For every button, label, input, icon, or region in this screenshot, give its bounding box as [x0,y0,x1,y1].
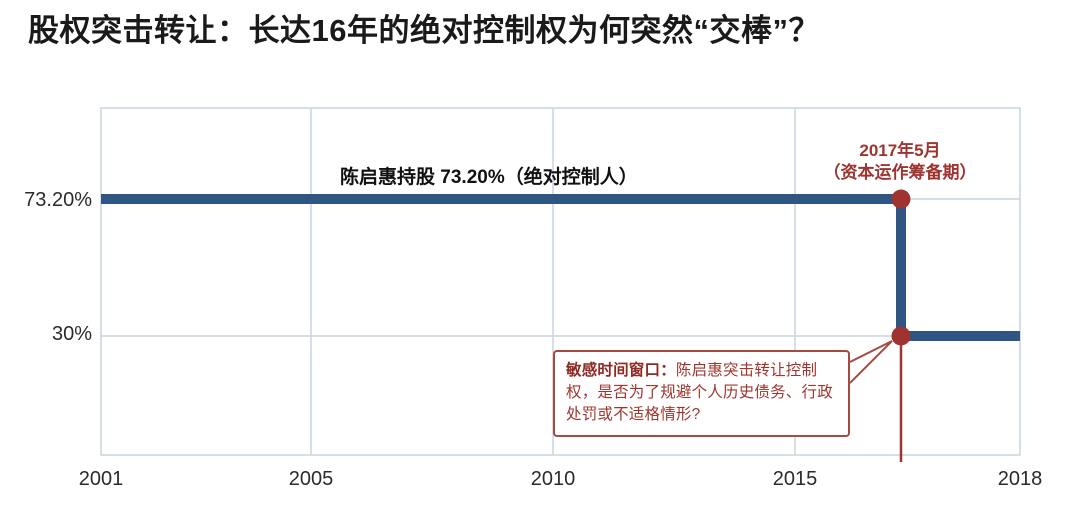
marker-before-transfer [891,189,911,209]
ownership-step-line [101,194,1020,341]
callout-body-text: 陈启惠突击转让控制权，是否为了规避个人历史债务、行政处罚或不适格情形? [566,362,833,423]
event-annotation-line1: 2017年5月 [859,141,941,160]
callout-lead-text: 敏感时间窗口： [566,362,676,379]
page-title: 股权突击转让：长达16年的绝对控制权为何突然“交棒”？ [28,13,820,48]
callout-leader-line [849,340,893,384]
x-axis-tick-2018: 2018 [997,468,1043,490]
y-axis-tick-73-20: 73.20% [24,189,92,211]
series-inline-label: 陈启惠持股 73.20%（绝对控制人） [340,167,638,188]
event-annotation: 2017年5月 （资本运作筹备期） [800,140,1000,184]
marker-after-transfer [891,326,911,346]
event-annotation-line2: （资本运作筹备期） [823,163,977,182]
x-axis-tick-2001: 2001 [78,468,124,490]
callout-box: 敏感时间窗口：陈启惠突击转让控制权，是否为了规避个人历史债务、行政处罚或不适格情… [553,350,850,437]
x-axis-tick-2005: 2005 [288,468,334,490]
x-axis-tick-2010: 2010 [530,468,576,490]
x-axis-tick-2015: 2015 [772,468,818,490]
y-axis-tick-30: 30% [51,323,92,345]
